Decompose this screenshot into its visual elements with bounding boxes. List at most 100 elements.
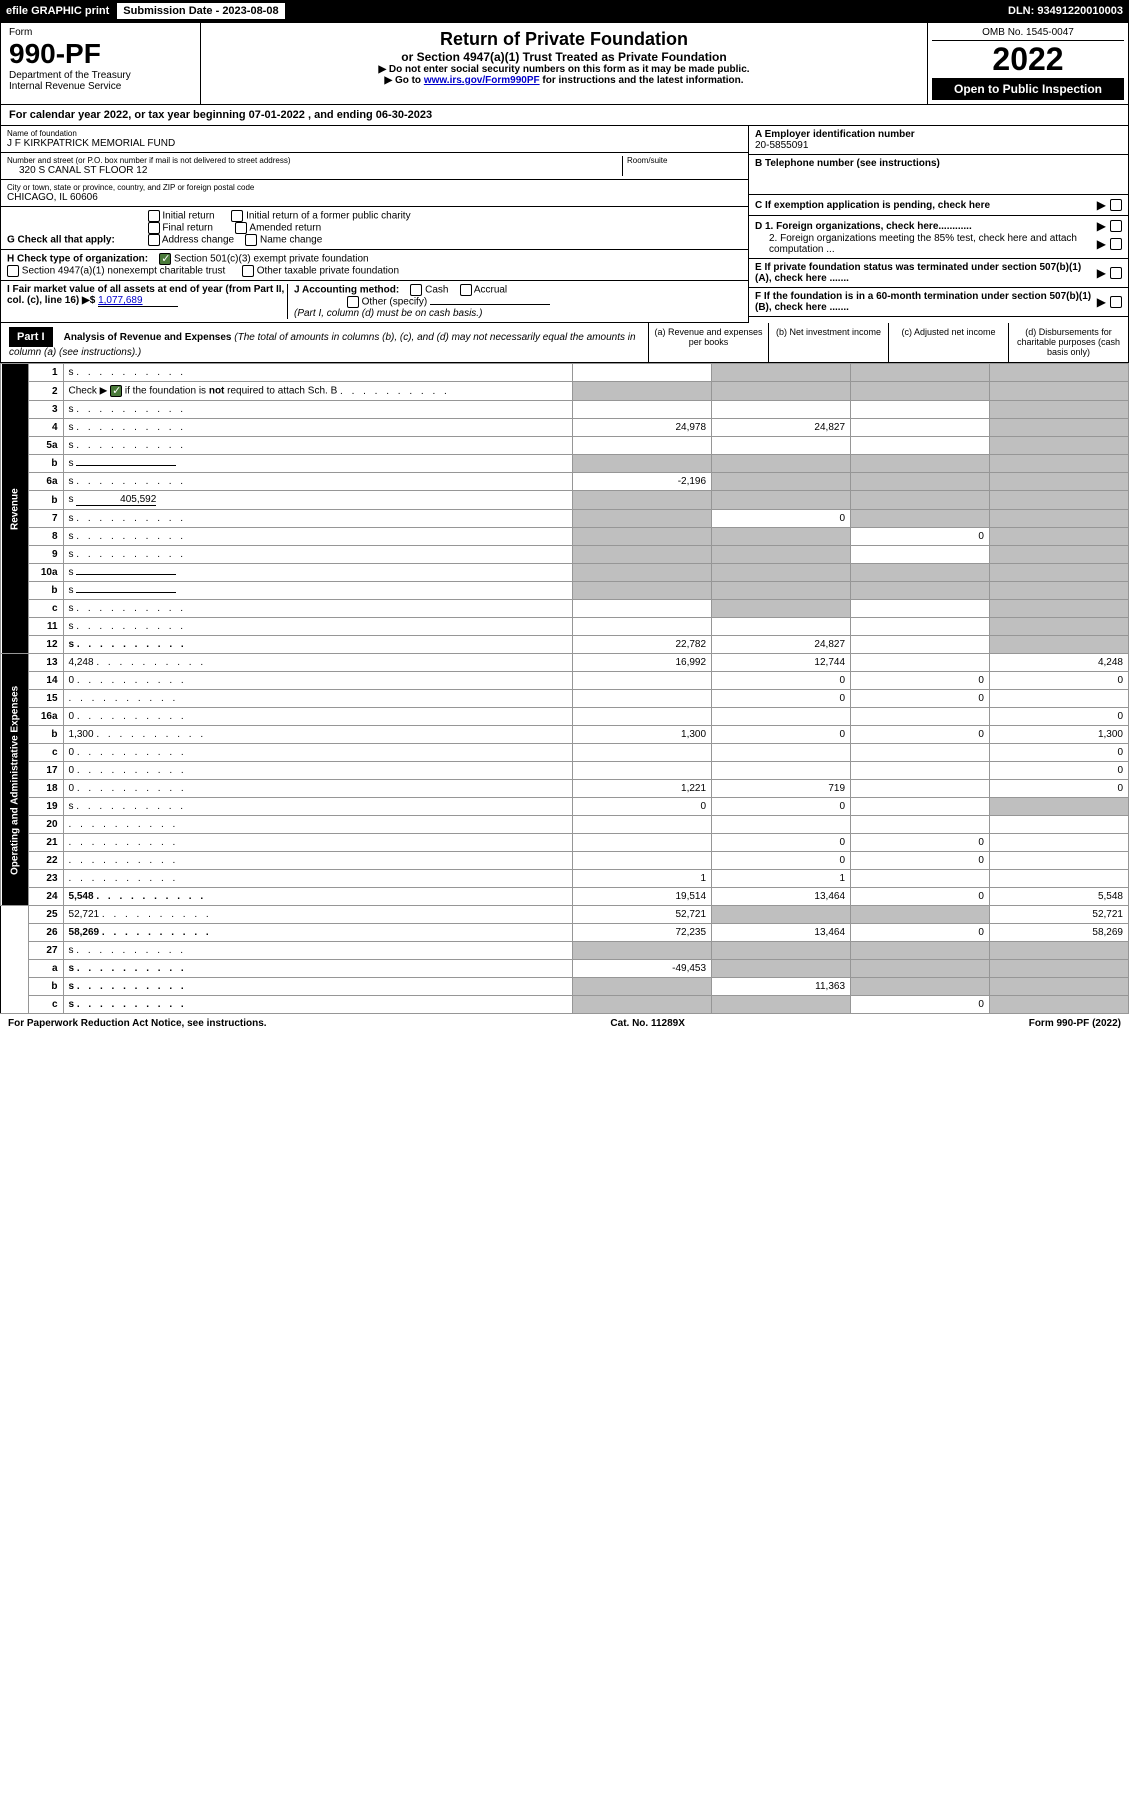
row-desc: s [63,996,573,1014]
table-row: 8s 0 [1,528,1129,546]
row-desc: s [63,564,573,582]
table-row: bs [1,582,1129,600]
row-num: 2 [28,382,63,401]
form-link[interactable]: www.irs.gov/Form990PF [424,75,540,86]
cell-a [573,708,712,726]
cell-c [851,546,990,564]
cell-b: 0 [712,852,851,870]
cell-c [851,455,990,473]
address-change-check[interactable] [148,234,160,246]
table-row: 5as [1,437,1129,455]
cell-a [573,401,712,419]
cell-b [712,401,851,419]
cell-d: 0 [989,780,1128,798]
c-check[interactable] [1110,199,1122,211]
cell-b [712,382,851,401]
cell-c [851,382,990,401]
top-section: Form 990-PF Department of the Treasury I… [0,22,1129,105]
cash-check[interactable] [410,284,422,296]
row-desc: s [63,419,573,437]
row-num: 18 [28,780,63,798]
row-desc: 0 [63,708,573,726]
dept: Department of the Treasury [9,70,192,81]
table-row: 11s [1,618,1129,636]
table-row: 6as -2,196 [1,473,1129,491]
cell-d [989,364,1128,382]
row-desc: s [63,401,573,419]
final-return-check[interactable] [148,222,160,234]
4947-check[interactable] [7,265,19,277]
cell-a [573,618,712,636]
e-check[interactable] [1110,267,1122,279]
cell-a: -2,196 [573,473,712,491]
cell-c [851,942,990,960]
cell-b [712,564,851,582]
cell-b [712,708,851,726]
cell-c [851,636,990,654]
d2-check[interactable] [1110,238,1122,250]
row-num: 19 [28,798,63,816]
cell-a [573,690,712,708]
table-row: 20 [1,816,1129,834]
cell-a [573,672,712,690]
other-method-check[interactable] [347,296,359,308]
f-check[interactable] [1110,296,1122,308]
accrual-check[interactable] [460,284,472,296]
cell-d [989,401,1128,419]
table-row: 2Check ▶ if the foundation is not requir… [1,382,1129,401]
table-row: 22 00 [1,852,1129,870]
cell-c [851,780,990,798]
row-desc: s [63,798,573,816]
dln: DLN: 93491220010003 [1008,5,1123,17]
cell-a: 16,992 [573,654,712,672]
cell-d [989,437,1128,455]
row-desc: 1,300 [63,726,573,744]
revenue-label: Revenue [1,364,29,654]
cell-b [712,906,851,924]
cell-d [989,798,1128,816]
name-change-check[interactable] [245,234,257,246]
cell-c: 0 [851,834,990,852]
cell-b: 1 [712,870,851,888]
row-num: 24 [28,888,63,906]
cell-a: 1,221 [573,780,712,798]
row-desc: 0 [63,762,573,780]
cell-c: 0 [851,672,990,690]
cell-d [989,618,1128,636]
initial-former-check[interactable] [231,210,243,222]
cell-c [851,618,990,636]
table-row: bs [1,455,1129,473]
cell-b: 0 [712,510,851,528]
irs: Internal Revenue Service [9,81,192,92]
city: CHICAGO, IL 60606 [7,192,742,203]
table-row: cs [1,600,1129,618]
501c3-check[interactable] [159,253,171,265]
row-num: b [28,491,63,510]
table-row: b1,300 1,300001,300 [1,726,1129,744]
cell-c: 0 [851,996,990,1014]
cell-c [851,401,990,419]
cell-d [989,816,1128,834]
row-desc: Check ▶ if the foundation is not require… [63,382,573,401]
cell-a: 1,300 [573,726,712,744]
row-num: 11 [28,618,63,636]
cell-c [851,437,990,455]
cell-c [851,816,990,834]
cell-d [989,491,1128,510]
fmv-link[interactable]: 1,077,689 [98,295,178,307]
amended-check[interactable] [235,222,247,234]
row-num: c [28,600,63,618]
row-num: 9 [28,546,63,564]
row-num: 16a [28,708,63,726]
other-taxable-check[interactable] [242,265,254,277]
omb: OMB No. 1545-0047 [932,27,1124,41]
table-row: 27s [1,942,1129,960]
initial-return-check[interactable] [148,210,160,222]
table-row: 16a0 0 [1,708,1129,726]
cell-b: 13,464 [712,888,851,906]
row-desc: s [63,437,573,455]
row-num: 6a [28,473,63,491]
cell-d: 5,548 [989,888,1128,906]
d1-check[interactable] [1110,220,1122,232]
cell-a [573,382,712,401]
